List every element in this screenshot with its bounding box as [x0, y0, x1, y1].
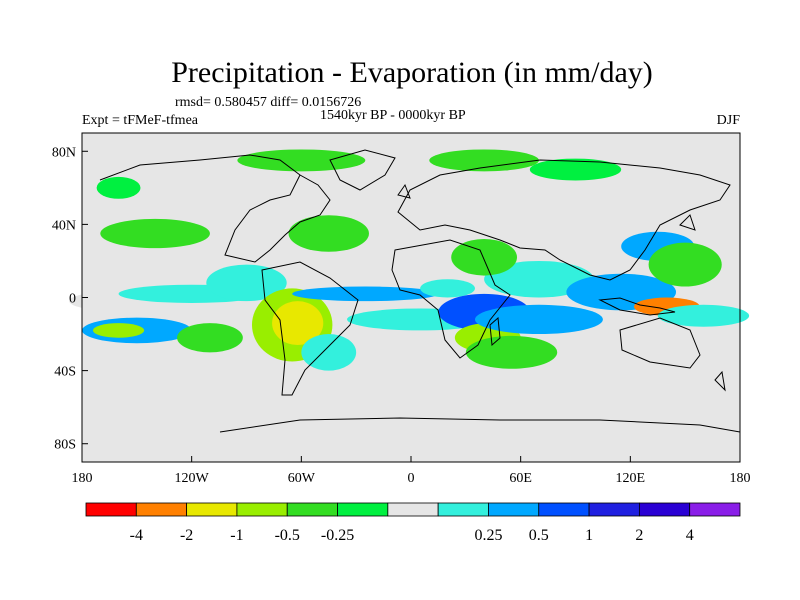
legend-swatch: [588, 502, 640, 517]
anomaly-region-26: [657, 304, 750, 327]
coast-africa: [391, 239, 511, 359]
season-text: DJF: [717, 113, 741, 128]
x-tick-label: 0: [408, 471, 415, 486]
color-legend: -4 -2 -1 -0.5 -0.25 0.25 0.5 1 2 4: [85, 502, 741, 544]
coast-indonesia: [598, 297, 676, 316]
coast-antarctica: [219, 417, 741, 433]
anomaly-region-15: [420, 279, 475, 298]
legend-swatch: [638, 502, 691, 517]
legend-swatch: [437, 502, 489, 517]
anomaly-region-18: [465, 335, 558, 369]
legend-swatch: [337, 502, 389, 517]
y-tick-label: 40N: [52, 218, 76, 233]
y-tick-label: 0: [69, 292, 76, 307]
coast-eurasia: [397, 159, 731, 281]
anomaly-region-28: [529, 158, 622, 181]
legend-swatch: [186, 502, 238, 517]
legend-swatch: [387, 502, 439, 517]
stats-text: rmsd= 0.580457 diff= 0.0156726: [175, 95, 361, 110]
coast-new-zealand: [714, 370, 726, 392]
anomaly-region-7: [206, 264, 287, 302]
legend-label: -2: [180, 527, 193, 544]
legend-label: 1: [585, 527, 593, 544]
y-tick-label: 80N: [52, 145, 76, 160]
legend-swatch: [236, 502, 288, 517]
legend-label: 2: [635, 527, 643, 544]
coast-japan: [679, 214, 696, 231]
y-tick-label: 40S: [54, 365, 76, 380]
anomaly-region-21: [451, 239, 518, 276]
coast-madagascar: [489, 316, 501, 347]
anomaly-region-10: [301, 334, 357, 371]
experiment-text: Expt = tFMeF-tfmea: [82, 113, 199, 128]
legend-swatch: [286, 502, 338, 517]
legend-swatch: [85, 502, 137, 517]
legend-label: 4: [686, 527, 694, 544]
anomaly-region-5: [100, 218, 210, 249]
x-tick-label: 180: [72, 471, 93, 486]
anomaly-region-19: [474, 304, 603, 335]
legend-label: -4: [130, 527, 143, 544]
x-tick-label: 120W: [175, 471, 210, 486]
legend-label: -1: [230, 527, 243, 544]
anomaly-region-11: [288, 215, 369, 252]
anomaly-region-2: [92, 323, 145, 338]
coast-australia: [619, 317, 701, 369]
x-tick-label: 60W: [288, 471, 316, 486]
coast-south-america: [261, 261, 359, 396]
legend-label: -0.5: [275, 527, 300, 544]
x-tick-label: 60E: [509, 471, 532, 486]
anomaly-region-6: [96, 176, 141, 199]
coast-north-america: [99, 154, 331, 263]
anomaly-region-12: [237, 149, 366, 172]
chart-title: Precipitation - Evaporation (in mm/day): [171, 56, 653, 89]
anomaly-regions: [69, 149, 750, 371]
y-axis: 80N 40N 0 40S 80S: [52, 145, 88, 453]
coast-greenland: [329, 149, 396, 191]
anomaly-region-4: [177, 323, 243, 353]
legend-swatch: [538, 502, 590, 517]
legend-swatch: [488, 502, 540, 517]
legend-label: 0.25: [474, 527, 502, 544]
legend-label: 0.5: [529, 527, 549, 544]
anomaly-region-20: [484, 260, 594, 298]
y-tick-label: 80S: [54, 438, 76, 453]
legend-swatch: [135, 502, 188, 517]
coastlines: [99, 149, 741, 433]
x-tick-label: 120E: [616, 471, 646, 486]
x-axis: 180 120W 60W 0 60E 120E 180: [72, 456, 751, 486]
legend-swatch: [689, 502, 741, 517]
anomaly-region-9: [272, 301, 324, 346]
legend-label: -0.25: [321, 527, 354, 544]
anomaly-region-25: [648, 242, 722, 287]
map-panel: [69, 132, 750, 463]
coast-uk: [397, 183, 411, 199]
period-text: 1540kyr BP - 0000kyr BP: [320, 108, 466, 123]
anomaly-region-27: [429, 149, 539, 172]
x-tick-label: 180: [730, 471, 751, 486]
